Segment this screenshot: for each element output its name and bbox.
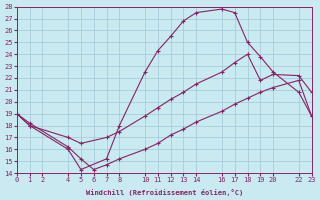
X-axis label: Windchill (Refroidissement éolien,°C): Windchill (Refroidissement éolien,°C) [85, 189, 243, 196]
